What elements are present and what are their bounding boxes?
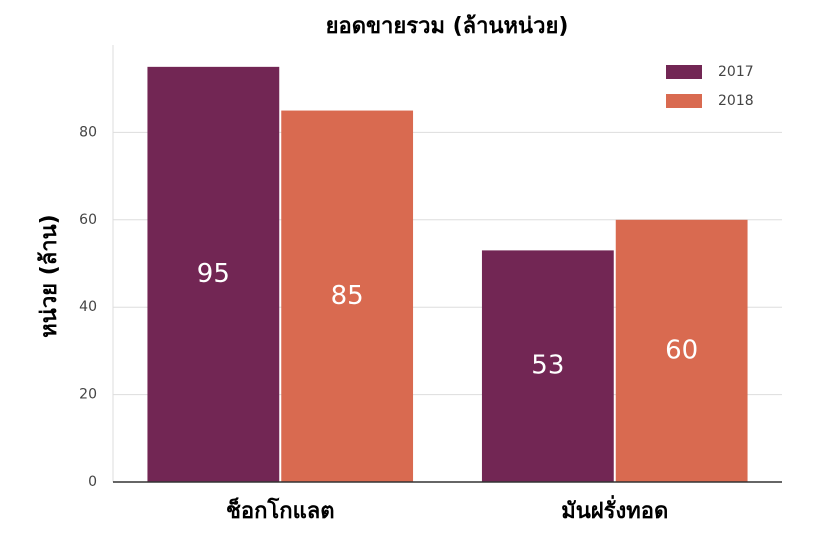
value-label: 60: [665, 335, 698, 365]
y-tick-label: 60: [79, 212, 97, 228]
value-label: 85: [331, 281, 364, 311]
x-tick-label: ช็อกโกแลต: [226, 496, 335, 524]
value-label: 53: [531, 351, 564, 381]
y-tick-label: 0: [88, 474, 97, 490]
bar: [147, 66, 280, 482]
y-tick-label: 20: [79, 387, 97, 403]
legend-swatch: [666, 94, 702, 108]
legend-label: 2017: [718, 64, 754, 80]
legend-label: 2018: [718, 93, 754, 109]
bar: [615, 219, 748, 483]
bar: [281, 110, 414, 483]
chart-title: ยอดขายรวม (ล้านหน่วย): [326, 14, 569, 39]
x-tick-label: มันฝรั่งทอด: [561, 494, 668, 524]
y-axis-label: หน่วย (ล้าน): [37, 214, 62, 337]
bar: [481, 250, 614, 482]
y-tick-label: 40: [79, 299, 97, 315]
value-label: 95: [197, 259, 230, 289]
y-tick-label: 80: [79, 124, 97, 140]
legend-swatch: [666, 65, 702, 79]
